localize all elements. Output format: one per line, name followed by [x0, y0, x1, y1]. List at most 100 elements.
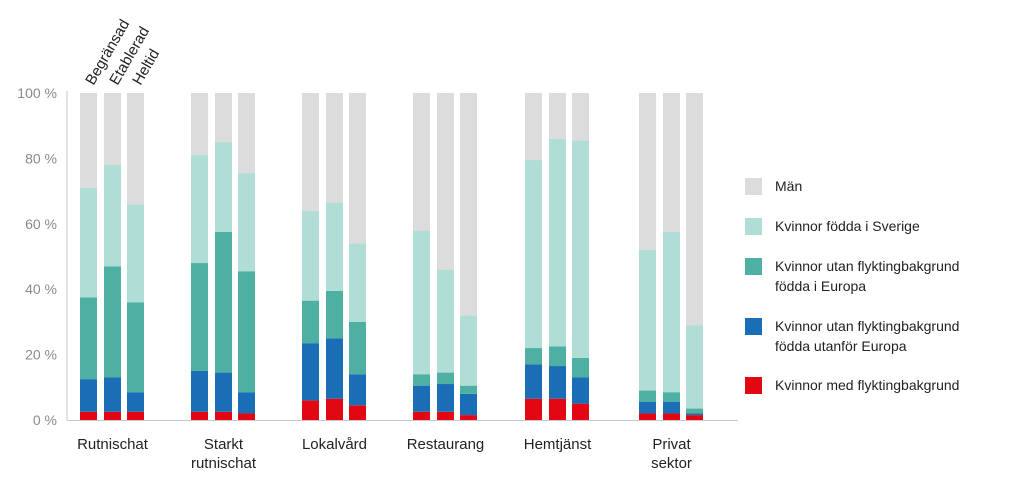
bar-segment: [191, 155, 208, 264]
bar-segment: [326, 338, 343, 399]
bar-segment: [460, 315, 477, 386]
bar-segment: [104, 411, 121, 420]
legend-item: Kvinnor utan flyktingbakgrund födda i Eur…: [745, 258, 959, 294]
bar-segment: [437, 411, 454, 420]
legend-swatch: [745, 178, 762, 195]
bar-segment: [191, 411, 208, 420]
bar-segment: [127, 392, 144, 412]
legend-label: Kvinnor utan flyktingbakgrund födda i Eur…: [775, 258, 959, 294]
legend-swatch: [745, 258, 762, 275]
bar-segment: [326, 93, 343, 203]
legend-label: Kvinnor födda i Sverige: [775, 218, 920, 234]
legend-item: Män: [745, 178, 802, 195]
bar-segment: [80, 411, 97, 420]
bar-segment: [238, 392, 255, 414]
bar-segment: [104, 266, 121, 378]
category-label: Hemtjänst: [524, 436, 592, 453]
legend-label: Kvinnor med flyktingbakgrund: [775, 377, 959, 393]
bar-segment: [413, 374, 430, 386]
legend-item: Kvinnor med flyktingbakgrund: [745, 377, 959, 394]
bar-segment: [326, 290, 343, 339]
bar-segment: [349, 321, 366, 375]
legend-label: Kvinnor utan flyktingbakgrund födda utanf…: [775, 318, 959, 354]
legend: Män Kvinnor födda i Sverige Kvinnor utan f…: [745, 178, 959, 394]
bar-segment: [525, 160, 542, 349]
bar-group: [413, 93, 477, 420]
bar-segment: [349, 93, 366, 244]
y-tick-label: 80 %: [25, 150, 57, 166]
bar-group: [191, 93, 255, 420]
y-tick-label: 100 %: [17, 85, 57, 101]
bar-segment: [80, 297, 97, 380]
legend-item: Kvinnor födda i Sverige: [745, 218, 920, 235]
bar-segment: [80, 93, 97, 188]
bar-segment: [572, 93, 589, 141]
legend-swatch: [745, 218, 762, 235]
bar-segment: [639, 413, 656, 420]
bar-segment: [127, 411, 144, 420]
bar-segment: [549, 138, 566, 347]
bar-segment: [215, 231, 232, 373]
bar-segment: [639, 249, 656, 391]
bar-segment: [413, 93, 430, 231]
bar-group: [302, 93, 366, 420]
bar-segment: [302, 210, 319, 301]
legend-item: Kvinnor utan flyktingbakgrund födda utanf…: [745, 318, 959, 354]
bar-segment: [686, 413, 703, 416]
legend-swatch: [745, 377, 762, 394]
category-label: Rutnischat: [77, 436, 149, 453]
bar-segment: [663, 231, 680, 393]
bar-segment: [215, 93, 232, 143]
bar-segment: [437, 93, 454, 270]
bar-segment: [686, 325, 703, 409]
bar-segment: [238, 271, 255, 393]
bar-segment: [215, 411, 232, 420]
bar-segment: [460, 93, 477, 316]
bar-segment: [104, 377, 121, 412]
bar-segment: [686, 93, 703, 326]
bar-segment: [349, 374, 366, 406]
bar-segment: [413, 411, 430, 420]
x-axis: Rutnischat Starkt rutnischat Lokalvård Resta…: [67, 420, 738, 472]
y-tick-label: 60 %: [25, 216, 57, 232]
bar-segment: [191, 263, 208, 371]
bar-segment: [437, 384, 454, 412]
category-label: Lokalvård: [302, 436, 367, 453]
bar-segment: [549, 93, 566, 139]
bar-segment: [525, 348, 542, 365]
bar-segment: [663, 402, 680, 414]
bar-segment: [302, 400, 319, 420]
bar-segment: [525, 364, 542, 399]
bar-segment: [525, 398, 542, 420]
bar-segment: [326, 398, 343, 420]
bar-segment: [302, 343, 319, 401]
bar-segment: [238, 173, 255, 272]
bar-segment: [104, 93, 121, 165]
bar-segment: [549, 366, 566, 399]
bar-segment: [413, 385, 430, 412]
bar-segment: [639, 390, 656, 403]
legend-swatch: [745, 318, 762, 335]
bar-segment: [686, 408, 703, 414]
bar-segment: [104, 164, 121, 267]
y-axis: 0 % 20 % 40 % 60 % 80 % 100 %: [17, 85, 68, 428]
bar-segment: [127, 302, 144, 393]
bar-segment: [639, 402, 656, 414]
bar-segment: [437, 269, 454, 373]
bar-segment: [663, 413, 680, 420]
bar-group: [525, 93, 589, 420]
bar-segment: [302, 93, 319, 211]
y-tick-label: 40 %: [25, 281, 57, 297]
bar-segment: [572, 357, 589, 378]
bar-segment: [215, 372, 232, 412]
bar-segment: [326, 202, 343, 291]
y-tick-label: 0 %: [33, 412, 57, 428]
bar-segment: [572, 403, 589, 420]
bar-segment: [127, 204, 144, 303]
bar-segment: [191, 93, 208, 156]
bar-segment: [460, 393, 477, 416]
bar-segment: [663, 392, 680, 403]
bar-group: [639, 93, 703, 420]
bar-segment: [349, 243, 366, 322]
